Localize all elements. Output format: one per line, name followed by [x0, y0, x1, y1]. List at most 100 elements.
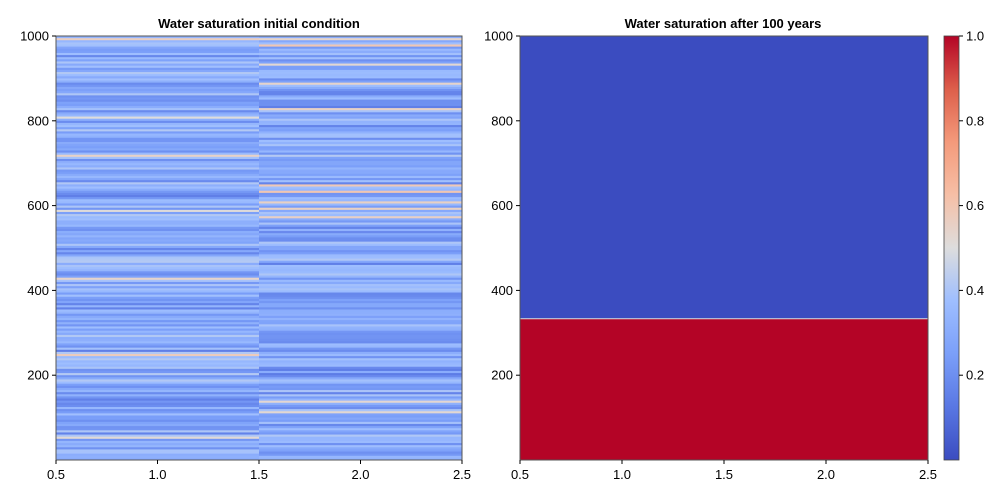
heatmap-cell [259, 38, 462, 41]
heatmap-cell [259, 451, 462, 455]
heatmap-cell [56, 105, 259, 109]
heatmap-cell [259, 404, 462, 408]
heatmap-cell [56, 351, 259, 355]
heatmap-cell [259, 305, 462, 308]
heatmap-initial [56, 36, 462, 460]
heatmap-cell [259, 351, 462, 355]
heatmap-cell [56, 332, 259, 336]
colorbar-tick-label: 0.4 [966, 283, 984, 298]
heatmap-cell [259, 116, 462, 120]
heatmap-cell [56, 347, 259, 351]
heatmap-cell [259, 118, 462, 122]
heatmap-cell [56, 72, 259, 75]
heatmap-cell [56, 248, 259, 251]
heatmap-cell [56, 379, 259, 382]
heatmap-cell [56, 67, 259, 71]
heatmap-cell [56, 226, 259, 230]
heatmap-cell [56, 426, 259, 429]
heatmap-cell [259, 252, 462, 255]
heatmap-cell [56, 146, 259, 149]
heatmap-cell [259, 190, 462, 194]
heatmap-cell [259, 199, 462, 202]
heatmap-cell [56, 262, 259, 266]
heatmap-cell [259, 218, 462, 221]
heatmap-cell [56, 281, 259, 285]
heatmap-cell [259, 214, 462, 217]
heatmap-cell [56, 356, 259, 359]
heatmap-cell [259, 150, 462, 153]
heatmap-cell [259, 178, 462, 181]
heatmap-cell [259, 114, 462, 117]
heatmap-cell [56, 423, 259, 427]
heatmap-cell [56, 428, 259, 431]
heatmap-cell [259, 63, 462, 67]
heatmap-cell [56, 108, 259, 111]
colorbar-tick-label: 0.2 [966, 368, 984, 383]
heatmap-cell [56, 390, 259, 393]
heatmap-after [520, 36, 928, 460]
heatmap-cell [259, 222, 462, 226]
heatmap-cell [259, 428, 462, 431]
heatmap-cell [259, 129, 462, 132]
heatmap-cell [56, 131, 259, 134]
heatmap-cell [259, 313, 462, 317]
heatmap-cell [259, 445, 462, 448]
heatmap-cell [56, 434, 259, 438]
heatmap-cell [56, 421, 259, 425]
heatmap-cell [56, 135, 259, 139]
y-tick-label: 1000 [20, 29, 49, 44]
heatmap-cell [56, 116, 259, 120]
heatmap-cell [259, 438, 462, 442]
heatmap-cell [56, 201, 259, 204]
heatmap-cell [56, 320, 259, 323]
heatmap-cell [259, 320, 462, 323]
heatmap-cell [56, 209, 259, 213]
heatmap-cell [259, 311, 462, 315]
heatmap-cell [56, 91, 259, 94]
heatmap-cell [259, 211, 462, 215]
heatmap-cell [56, 419, 259, 423]
colorbar-tick-label: 1.0 [966, 29, 984, 44]
heatmap-cell [259, 239, 462, 243]
heatmap-cell [259, 201, 462, 204]
heatmap-cell [259, 97, 462, 100]
heatmap-cell [56, 46, 259, 50]
heatmap-cell [259, 407, 462, 410]
heatmap-cell [56, 260, 259, 264]
heatmap-cell [56, 394, 259, 397]
heatmap-cell [259, 288, 462, 291]
heatmap-cell [56, 171, 259, 175]
heatmap-cell [259, 40, 462, 43]
heatmap-cell [56, 264, 259, 268]
heatmap-cell [56, 303, 259, 306]
heatmap-cell [56, 112, 259, 115]
heatmap-cell [259, 95, 462, 98]
heatmap-cell [56, 354, 259, 357]
heatmap-cell [56, 381, 259, 385]
heatmap-cell [56, 385, 259, 389]
heatmap-cell [56, 339, 259, 342]
heatmap-cell [56, 80, 259, 84]
heatmap-cell [56, 343, 259, 346]
heatmap-cell [56, 334, 259, 338]
heatmap-cell [259, 358, 462, 361]
heatmap-cell [259, 396, 462, 399]
heatmap-cell [259, 44, 462, 47]
heatmap-cell [56, 279, 259, 283]
heatmap-cell [56, 375, 259, 378]
heatmap-cell [56, 186, 259, 190]
heatmap-cell [259, 55, 462, 58]
heatmap-cell [259, 125, 462, 128]
heatmap-cell [259, 337, 462, 340]
heatmap-cell [259, 271, 462, 274]
heatmap-cell [56, 271, 259, 274]
heatmap-cell [56, 258, 259, 262]
heatmap-cell [56, 161, 259, 164]
heatmap-cell [259, 381, 462, 385]
heatmap-cell [259, 61, 462, 64]
y-tick-label: 600 [491, 198, 513, 213]
heatmap-cell [56, 207, 259, 211]
heatmap-cell [56, 313, 259, 317]
heatmap-cell [259, 173, 462, 177]
heatmap-cell [56, 36, 259, 39]
